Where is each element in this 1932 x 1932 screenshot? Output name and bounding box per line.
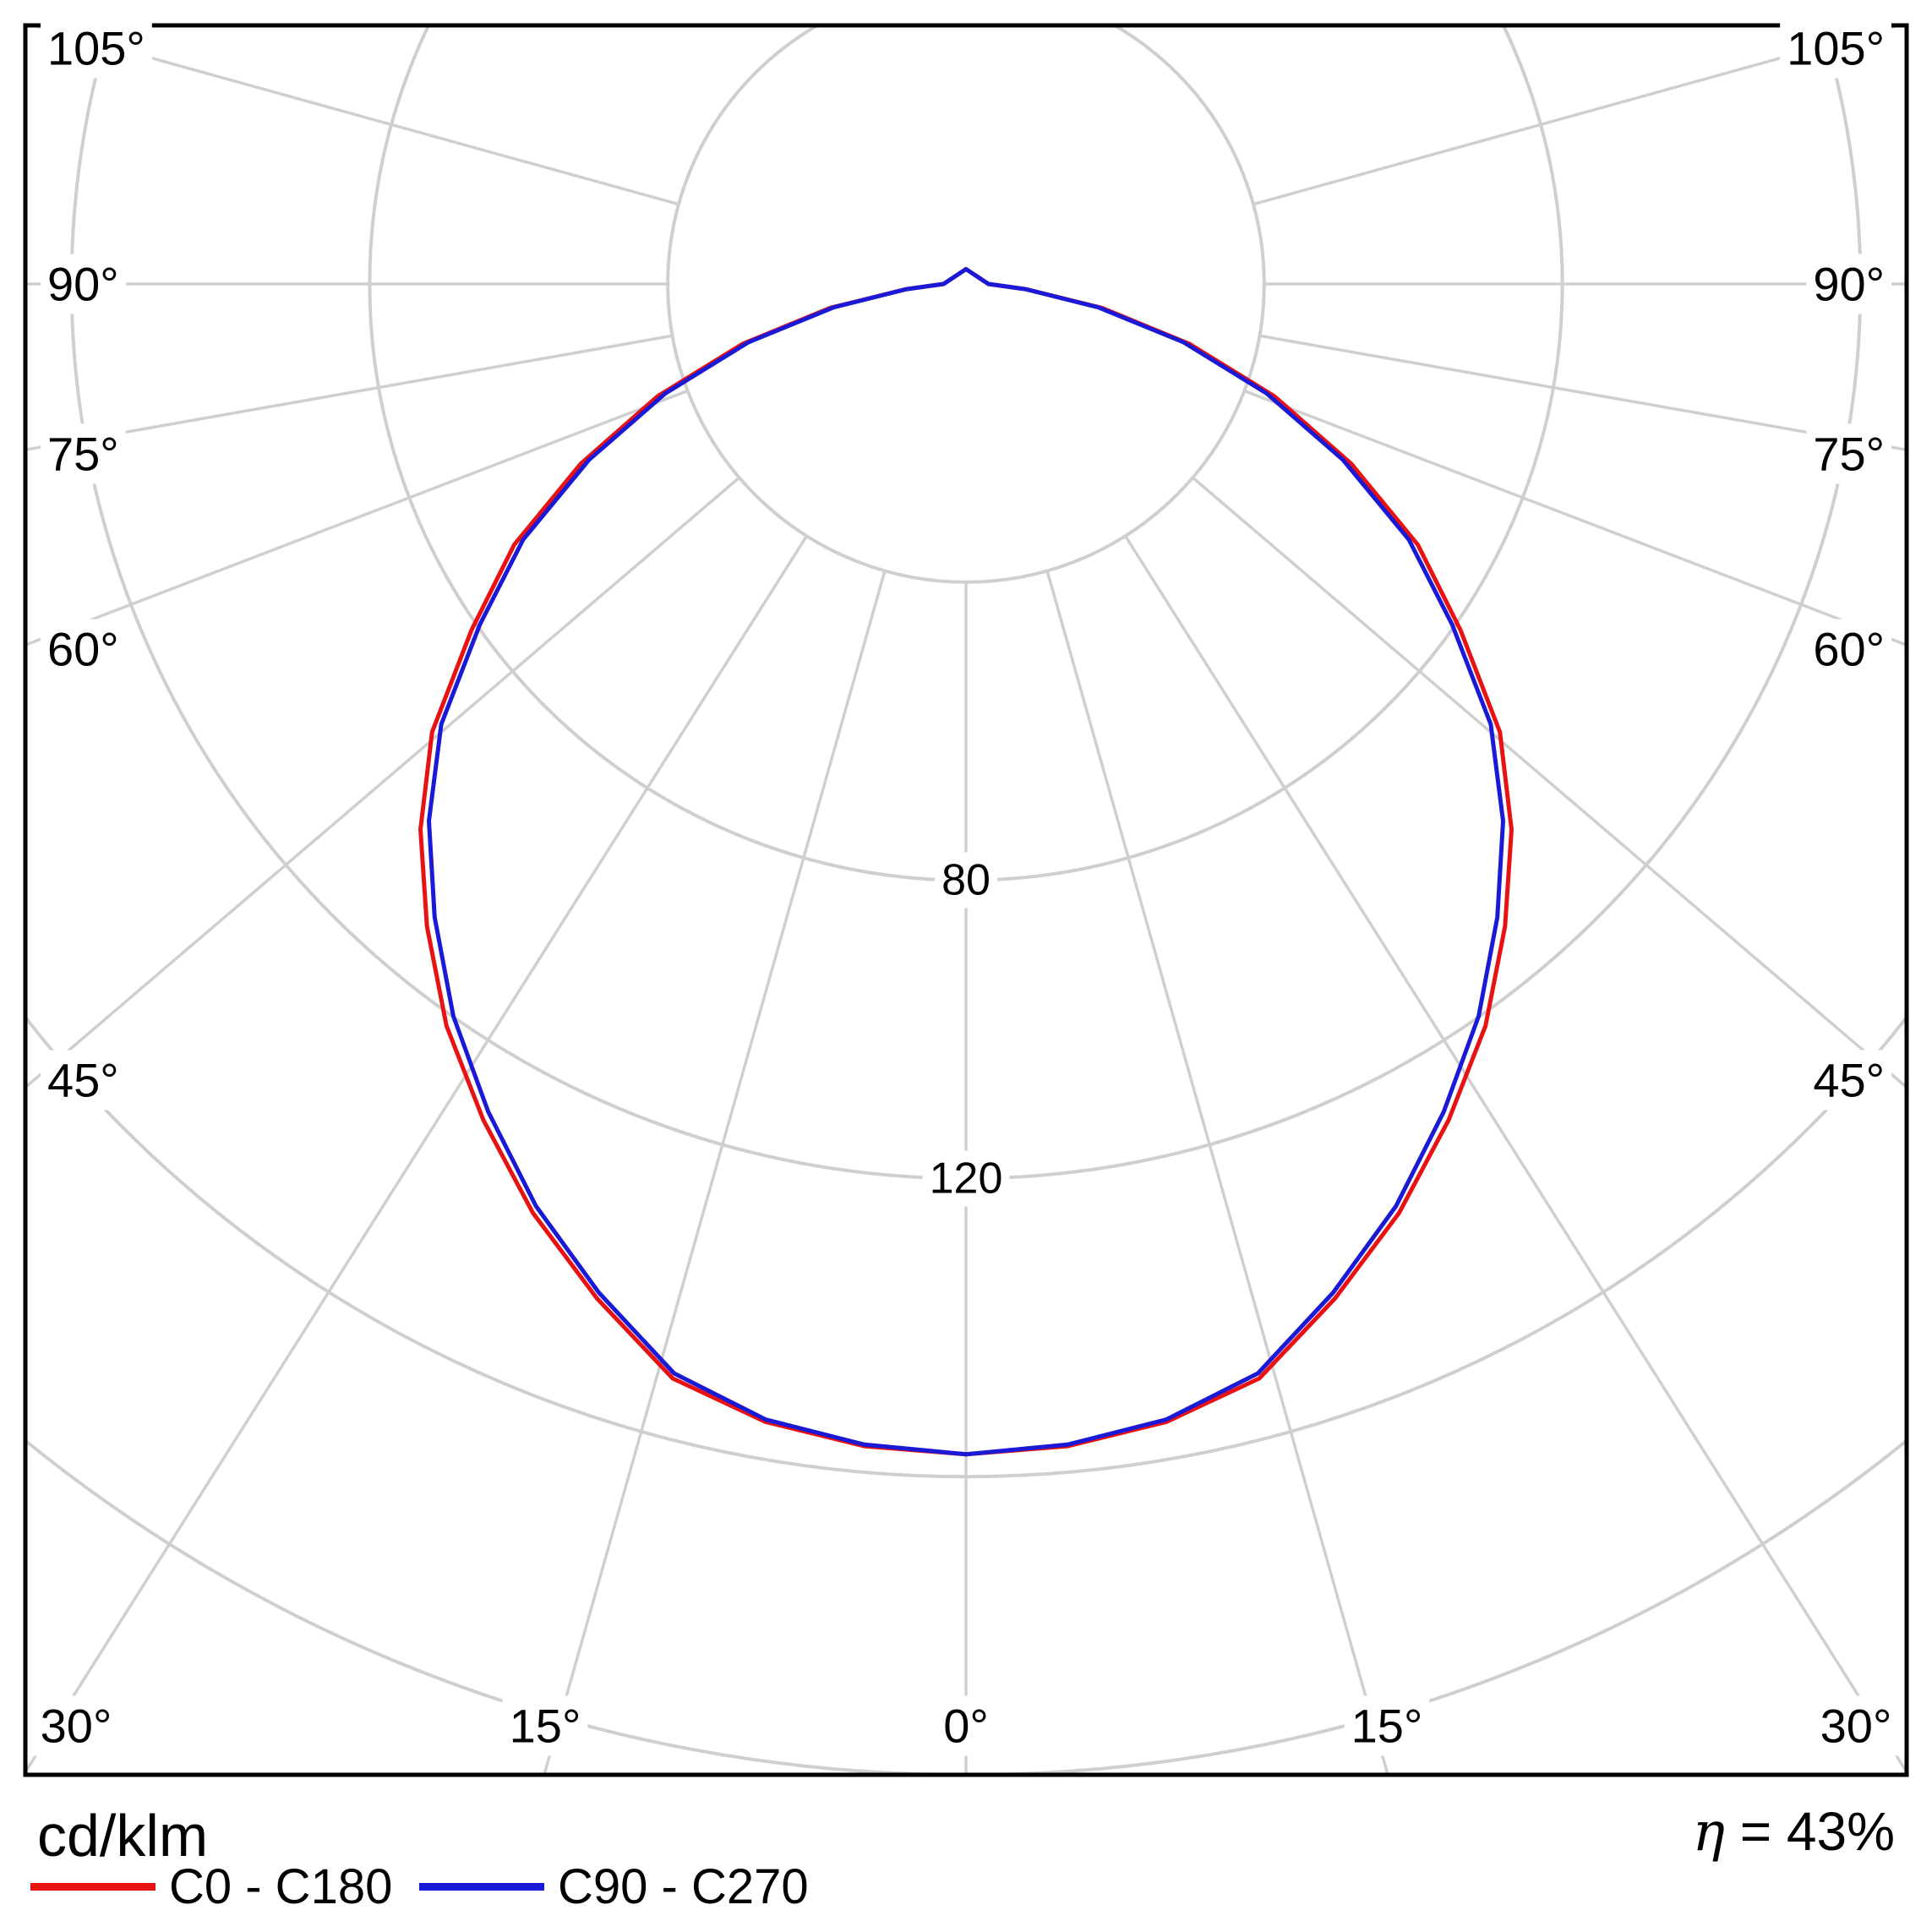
label-mask [41, 254, 126, 314]
label-mask [41, 1050, 126, 1111]
label-mask [935, 852, 997, 909]
angle-label: 0° [943, 1700, 989, 1753]
angle-label: 45° [47, 1054, 119, 1107]
eta-symbol: η [1692, 1801, 1725, 1864]
angle-label: 90° [47, 258, 119, 311]
grid-radial-line [28, 25, 679, 206]
grid-radial-line [1124, 535, 1907, 1775]
label-mask [1780, 18, 1891, 79]
angle-label: 15° [1351, 1700, 1423, 1753]
efficiency-label: η = 43% [1693, 1800, 1895, 1864]
legend: C0 - C180 C90 - C270 [0, 1856, 1932, 1924]
ring-label: 120 [930, 1154, 1003, 1203]
angle-label: 105° [47, 22, 145, 75]
label-mask [33, 1695, 119, 1756]
grid-radial-line [1243, 389, 1907, 647]
legend-label: C0 - C180 [169, 1858, 393, 1914]
angle-label: 90° [1813, 258, 1885, 311]
grid-radial-line [1253, 25, 1904, 206]
grid-radial-line [25, 334, 673, 452]
grid-radial-line [1045, 570, 1389, 1775]
ring-label: 80 [941, 856, 991, 905]
label-mask [1806, 1050, 1891, 1111]
label-mask [41, 18, 152, 79]
legend-label: C90 - C270 [558, 1858, 809, 1914]
angle-label: 45° [1813, 1054, 1885, 1107]
grid-radial-line [543, 570, 887, 1775]
label-mask [1806, 619, 1891, 679]
label-mask [1806, 423, 1891, 484]
legend-line-blue [419, 1882, 544, 1891]
angle-label: 15° [510, 1700, 581, 1753]
label-mask [502, 1695, 588, 1756]
label-mask [922, 1150, 1010, 1207]
grid-radial-line [1192, 476, 1907, 1089]
grid-ring [666, 25, 1266, 584]
legend-line-red [30, 1882, 156, 1891]
angle-label: 60° [1813, 623, 1885, 676]
label-mask [41, 619, 126, 679]
angle-label: 75° [1813, 428, 1885, 481]
legend-item-c0-c180: C0 - C180 [30, 1856, 392, 1917]
grid-radial-line [1259, 334, 1907, 452]
curve-c90-c270 [427, 266, 1505, 1457]
grid-radial-line [25, 476, 740, 1089]
angle-label: 30° [41, 1700, 112, 1753]
label-mask [41, 423, 126, 484]
label-mask [1344, 1695, 1430, 1756]
plot-border [23, 23, 1909, 1777]
legend-item-c90-c270: C90 - C270 [419, 1856, 809, 1917]
angle-label: 105° [1787, 22, 1885, 75]
grid-radial-line [25, 389, 689, 647]
eta-value: = 43% [1724, 1801, 1895, 1862]
angle-label: 30° [1820, 1700, 1892, 1753]
label-mask [936, 1695, 996, 1756]
label-mask [1813, 1695, 1899, 1756]
unit-label: cd/klm [37, 1803, 209, 1869]
label-mask [1806, 254, 1891, 314]
grid-radial-line [25, 535, 808, 1775]
angle-label: 75° [47, 428, 119, 481]
angle-label: 60° [47, 623, 119, 676]
